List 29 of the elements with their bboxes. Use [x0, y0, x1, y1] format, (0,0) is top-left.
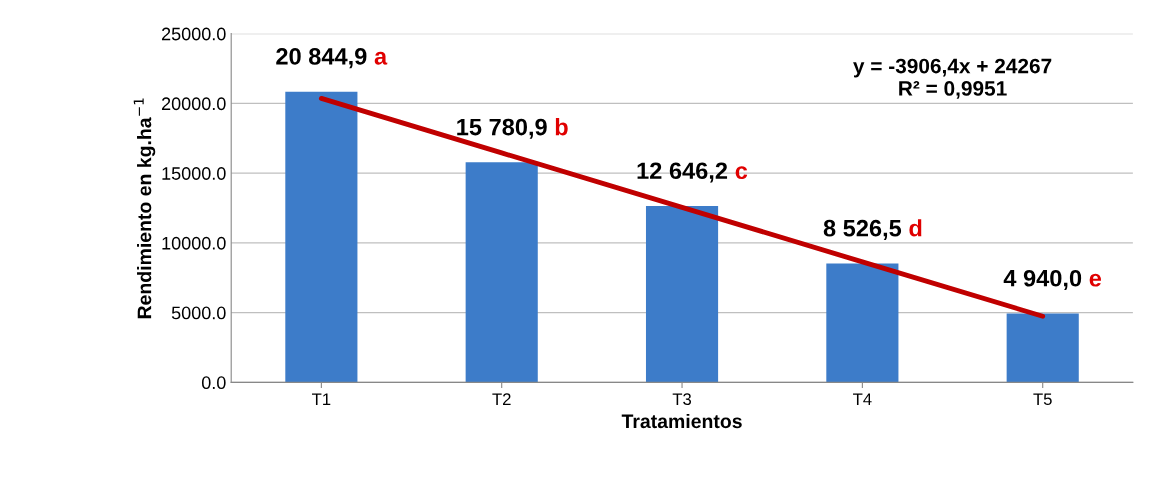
data-label: 15 780,9: [457, 118, 547, 139]
annotation: d: [909, 219, 922, 237]
bar: [285, 91, 358, 383]
x-tick-label: T3: [672, 393, 692, 406]
data-label: 8 526,5: [823, 219, 902, 240]
x-tick-label: T1: [312, 393, 331, 405]
annotation: y = -3906,4x + 24267 R² = 0,9951: [853, 58, 1052, 99]
data-label: 20 844,9: [276, 48, 367, 69]
x-tick-label: T4: [853, 393, 872, 405]
bar: [826, 263, 899, 383]
bar: [645, 205, 719, 383]
bar: [1006, 313, 1079, 383]
data-label: 12 646,2: [637, 162, 728, 183]
y-tick-label: 15000.0: [162, 167, 226, 180]
x-tick-label: T2: [492, 393, 511, 405]
annotation: c: [735, 166, 748, 180]
y-tick-label: 20000.0: [161, 97, 226, 111]
bar: [465, 162, 538, 383]
x-tick-label: T5: [1033, 393, 1052, 406]
annotation: e: [1089, 273, 1102, 287]
annotation: b: [555, 118, 568, 136]
y-tick-label: 10000.0: [162, 236, 226, 250]
y-tick-label: 25000.0: [161, 27, 226, 41]
data-label: 4 940,0: [1003, 269, 1082, 291]
x-axis-title: Tratamientos: [621, 413, 742, 429]
y-tick-label: 0.0: [201, 376, 226, 390]
y-tick-label: 5000.0: [171, 306, 226, 320]
y-axis-title: Rendimiento en kg.ha$^{−1}$: [133, 98, 156, 319]
annotation: a: [374, 51, 388, 65]
